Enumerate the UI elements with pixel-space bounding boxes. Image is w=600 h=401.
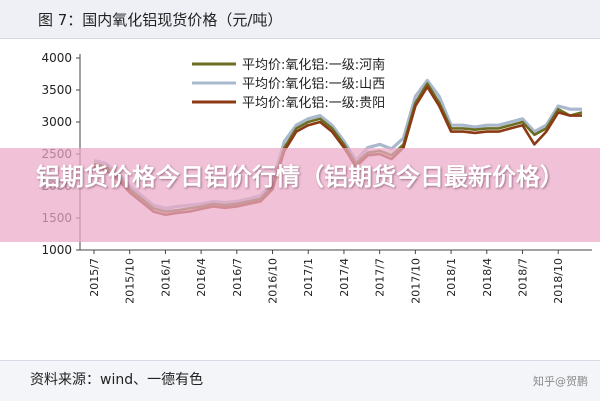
x-tick-label: 2015/10 (124, 258, 137, 304)
x-tick-label: 2018/7 (516, 258, 529, 297)
x-tick-label: 2017/1 (302, 258, 315, 297)
x-tick-label: 2016/4 (195, 258, 208, 297)
y-tick-label: 3500 (41, 83, 72, 97)
title-bar: 图 7：国内氧化铝现货价格（元/吨） (0, 0, 600, 39)
legend-label-2: 平均价:氧化铝:一级:山西 (242, 77, 385, 92)
x-tick-label: 2017/10 (409, 258, 422, 304)
x-tick-label: 2018/10 (552, 258, 565, 304)
y-tick-label: 4000 (41, 51, 72, 65)
headline-text: 铝期货价格今日铝价行情（铝期货今日最新价格） (36, 163, 564, 191)
y-tick-label: 1000 (41, 243, 72, 257)
x-tick-label: 2016/1 (159, 258, 172, 297)
x-tick-label: 2016/7 (231, 258, 244, 297)
y-tick-label: 3000 (41, 115, 72, 129)
watermark-text: 知乎@贺鹏 (533, 375, 588, 388)
legend-label-1: 平均价:氧化铝:一级:河南 (242, 57, 385, 73)
x-tick-label: 2018/4 (481, 258, 494, 297)
x-tick-label: 2017/4 (338, 258, 351, 297)
x-tick-label: 2018/1 (445, 258, 458, 297)
x-tick-label: 2017/7 (374, 258, 387, 297)
source-bar: 资料来源：wind、一德有色 知乎@贺鹏 (0, 360, 600, 401)
legend-label-3: 平均价:氧化铝:一级:贵阳 (242, 96, 385, 111)
chart-title: 图 7：国内氧化铝现货价格（元/吨） (38, 11, 283, 29)
source-note: 资料来源：wind、一德有色 (30, 372, 204, 388)
x-tick-label: 2015/7 (88, 258, 101, 297)
headline-banner: 铝期货价格今日铝价行情（铝期货今日最新价格） (0, 148, 600, 242)
x-tick-label: 2016/10 (267, 258, 280, 304)
